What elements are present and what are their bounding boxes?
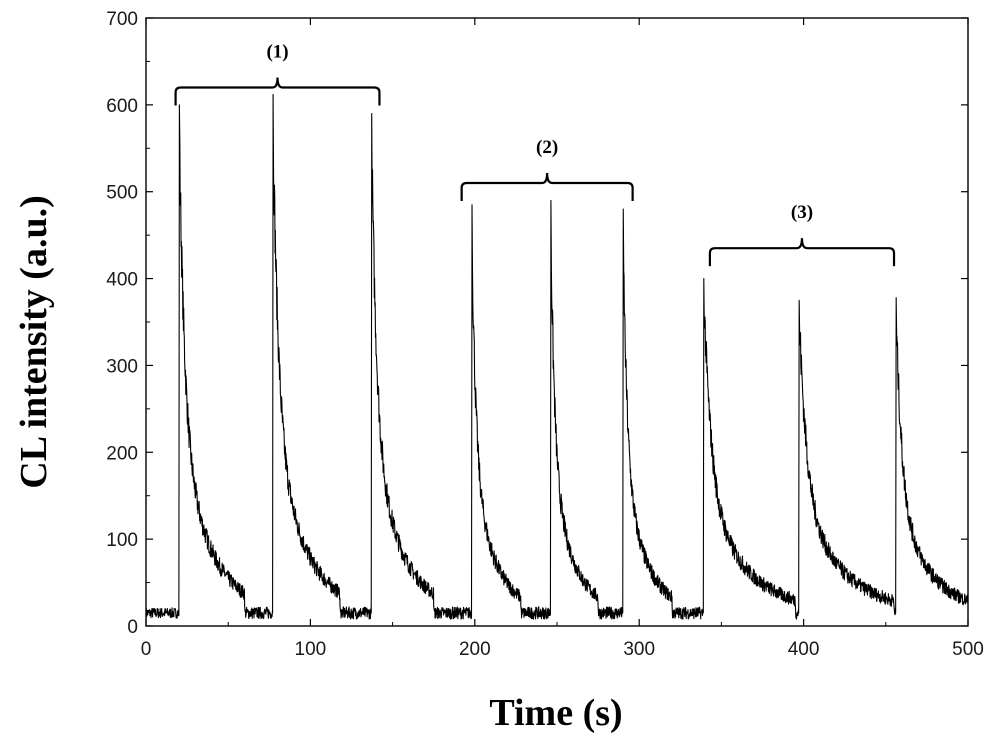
axis-layer: 0 100 200 300 400 500 0 100 200 300 400 500 600 700: [106, 9, 984, 660]
y-tick-label-200: 200: [106, 443, 138, 464]
y-tick-label-500: 500: [106, 183, 138, 204]
x-tick-label-200: 200: [459, 639, 491, 660]
y-tick-label-400: 400: [106, 270, 138, 291]
bracket-1: [174, 77, 381, 106]
x-tick-label-0: 0: [141, 639, 152, 660]
y-tick-label-0: 0: [127, 617, 138, 638]
y-tick-label-600: 600: [106, 96, 138, 117]
x-tick-label-400: 400: [788, 639, 820, 660]
trace-layer: [145, 93, 969, 620]
series-line: [145, 93, 969, 620]
bracket-label-1: (1): [266, 41, 288, 62]
y-tick-label-300: 300: [106, 356, 138, 377]
x-axis-title: Time (s): [489, 692, 622, 734]
bracket-2: [460, 173, 634, 202]
bracket-label-2: (2): [536, 137, 558, 158]
y-tick-label-100: 100: [106, 530, 138, 551]
bracket-layer: (1) (2) (3): [174, 41, 896, 267]
bracket-label-3: (3): [791, 202, 813, 223]
y-tick-label-700: 700: [106, 9, 138, 30]
y-axis-title: CL intensity (a.u.): [13, 195, 55, 488]
bracket-3: [708, 238, 896, 267]
plot-frame: [145, 17, 969, 627]
x-tick-label-100: 100: [295, 639, 327, 660]
x-tick-label-300: 300: [623, 639, 655, 660]
x-tick-label-500: 500: [952, 639, 984, 660]
